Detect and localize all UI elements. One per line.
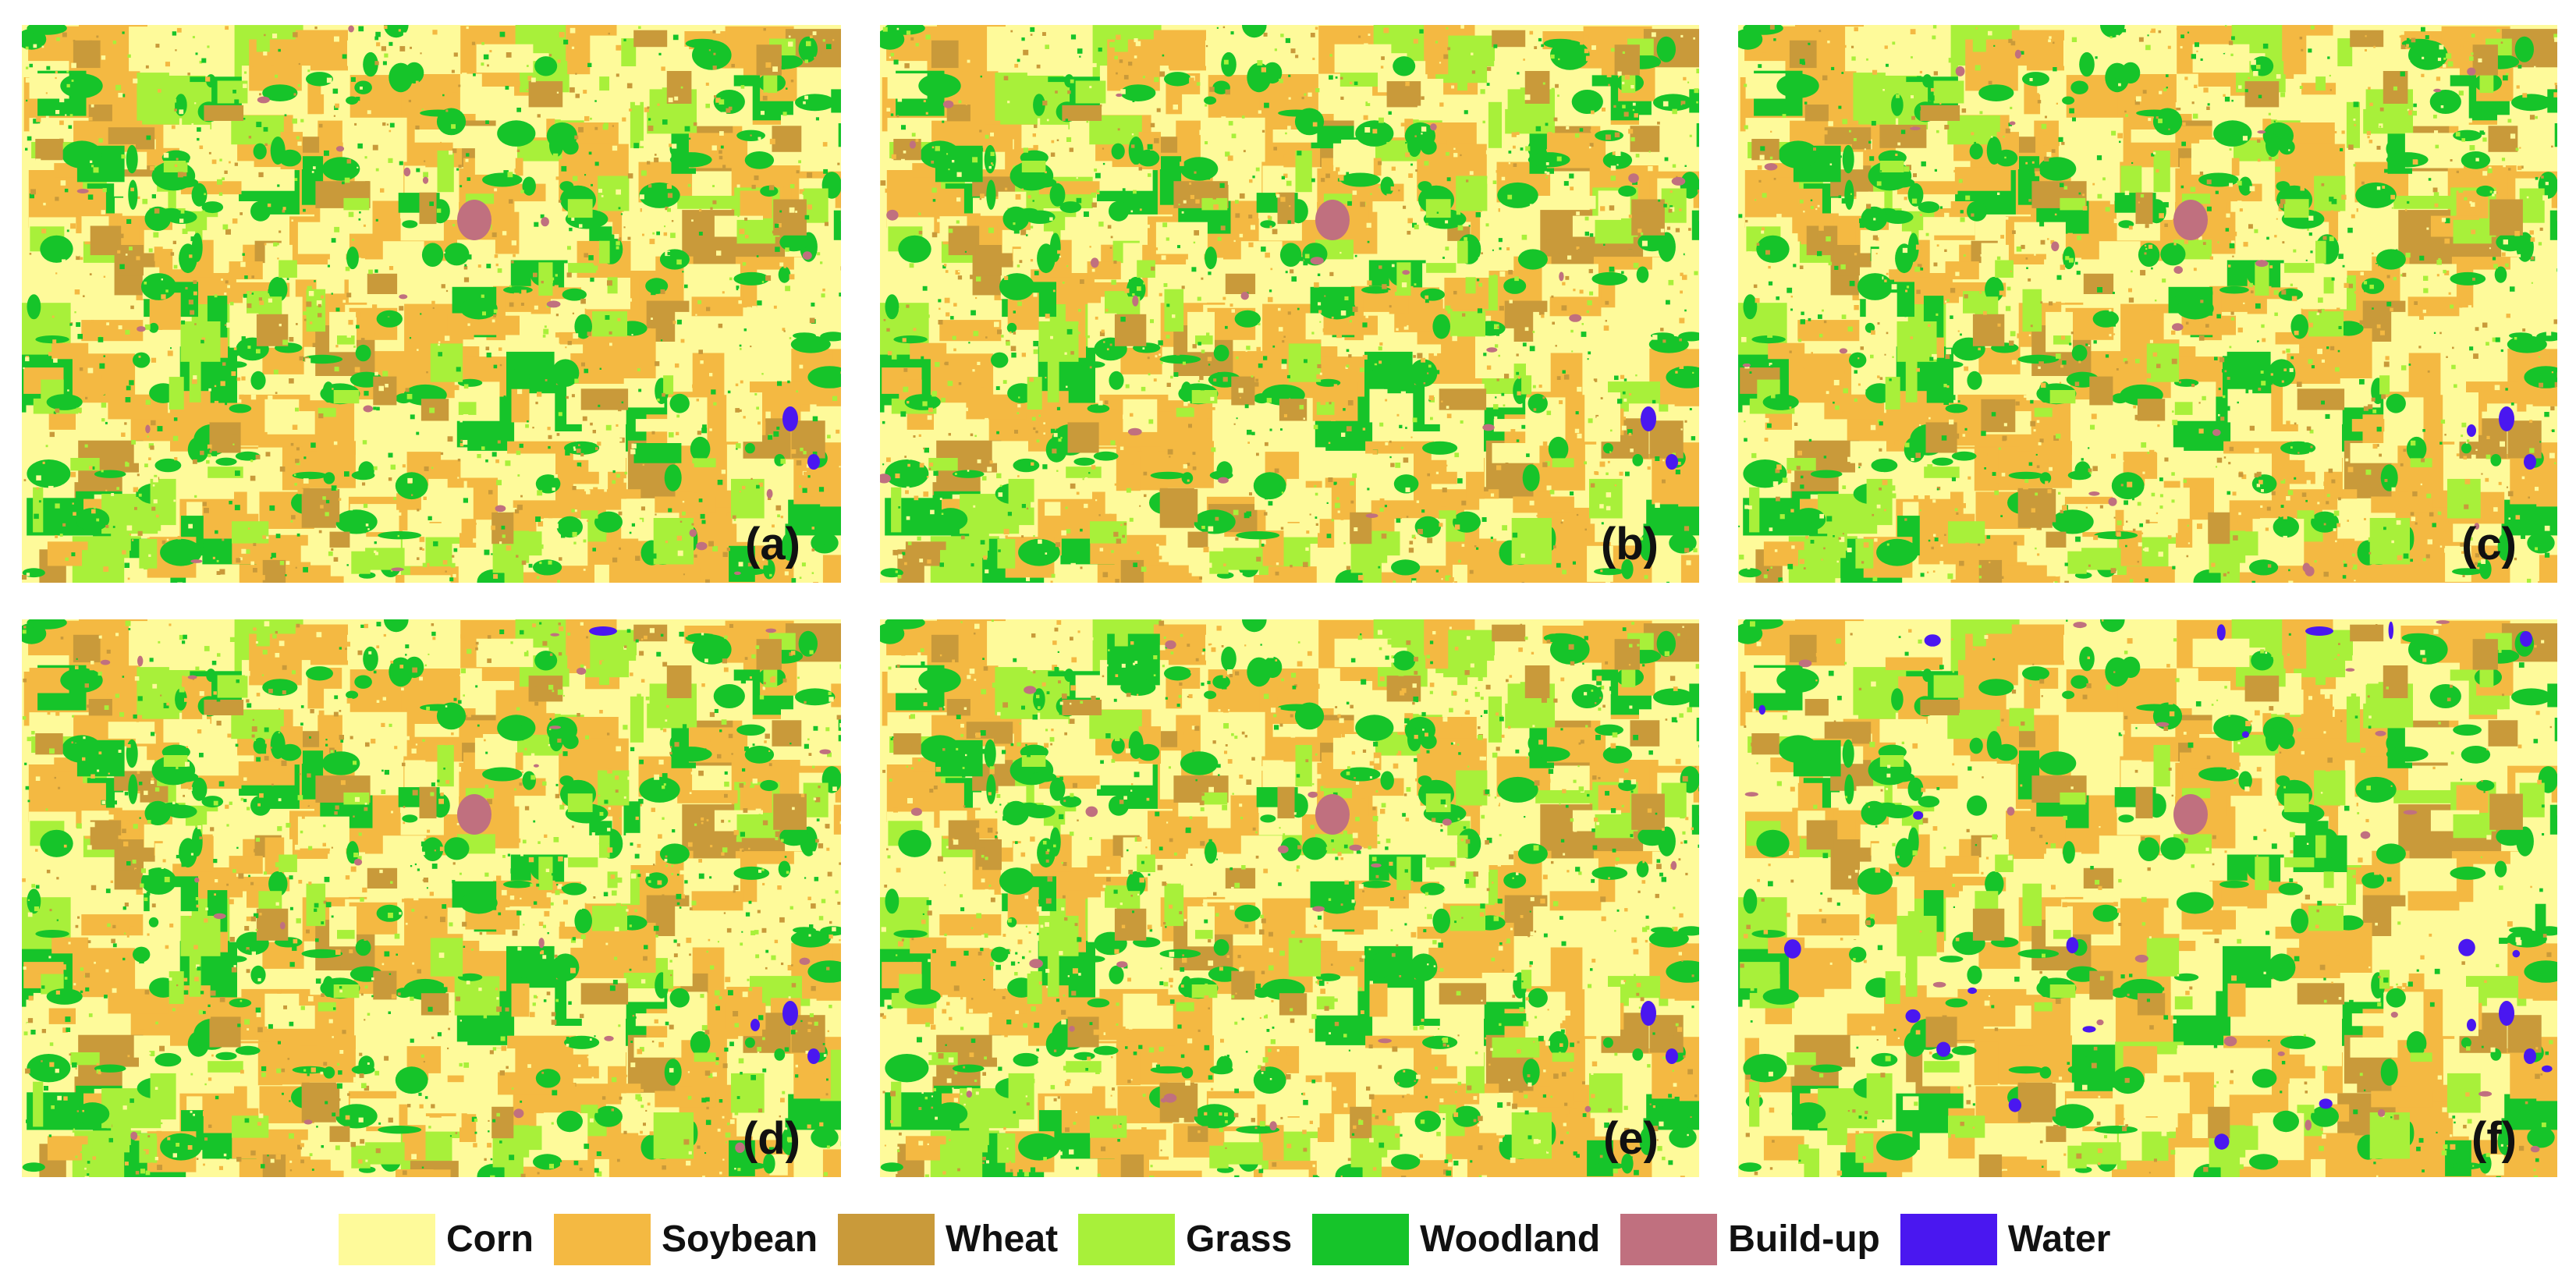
legend-swatch-woodland <box>1312 1214 1410 1265</box>
legend-label-grass: Grass <box>1186 1218 1293 1260</box>
legend-swatch-corn <box>339 1214 435 1265</box>
legend-swatch-wheat <box>838 1214 935 1265</box>
legend-swatch-soybean <box>553 1214 651 1265</box>
panel-label-e: (e) <box>1603 1113 1659 1164</box>
legend-swatch-grass <box>1078 1214 1176 1265</box>
legend-item-build-up: Build-up <box>1620 1214 1880 1265</box>
map-panel-a: (a) <box>22 25 841 583</box>
classification-map-f <box>1738 619 2557 1177</box>
classification-map-e <box>880 619 1699 1177</box>
classification-map-b <box>880 25 1699 583</box>
panel-label-a: (a) <box>745 519 800 569</box>
legend-label-soybean: Soybean <box>661 1218 818 1260</box>
map-panel-f: (f) <box>1738 619 2557 1177</box>
panel-label-b: (b) <box>1600 519 1659 569</box>
legend-label-wheat: Wheat <box>946 1218 1059 1260</box>
legend: Corn Soybean Wheat Grass Woodland Build-… <box>339 1212 2131 1267</box>
legend-label-build-up: Build-up <box>1728 1218 1880 1260</box>
legend-item-soybean: Soybean <box>553 1214 818 1265</box>
legend-label-water: Water <box>2007 1218 2111 1260</box>
legend-item-corn: Corn <box>339 1214 534 1265</box>
legend-label-woodland: Woodland <box>1420 1218 1601 1260</box>
legend-item-grass: Grass <box>1078 1214 1292 1265</box>
legend-item-wheat: Wheat <box>838 1214 1058 1265</box>
classification-map-a <box>22 25 841 583</box>
panel-label-c: (c) <box>2461 519 2517 569</box>
legend-label-corn: Corn <box>446 1218 534 1260</box>
legend-item-woodland: Woodland <box>1312 1214 1600 1265</box>
classification-map-c <box>1738 25 2557 583</box>
legend-item-water: Water <box>1900 1214 2111 1265</box>
classification-map-d <box>22 619 841 1177</box>
map-panel-d: (d) <box>22 619 841 1177</box>
panel-label-f: (f) <box>2471 1113 2517 1164</box>
legend-swatch-build-up <box>1620 1214 1718 1265</box>
map-panel-e: (e) <box>880 619 1699 1177</box>
panel-label-d: (d) <box>742 1113 800 1164</box>
map-panel-c: (c) <box>1738 25 2557 583</box>
legend-swatch-water <box>1900 1214 1997 1265</box>
map-panel-b: (b) <box>880 25 1699 583</box>
